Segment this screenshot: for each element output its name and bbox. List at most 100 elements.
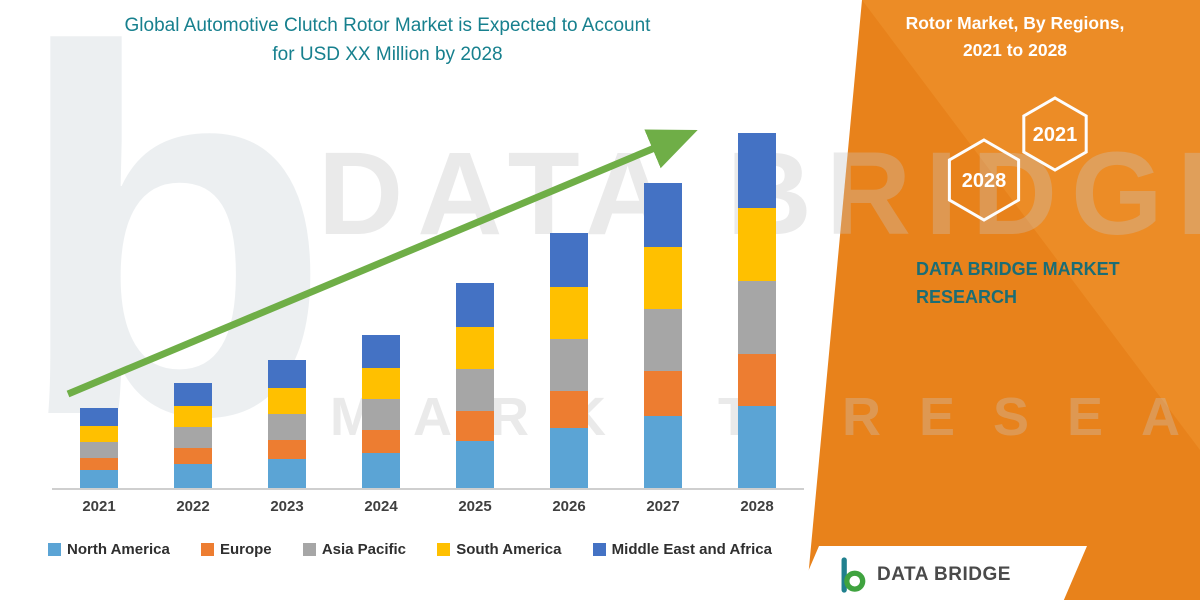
bar-segment [738,281,776,354]
panel-polygon-light [862,0,1200,450]
bar-segment [550,233,588,287]
legend-swatch [200,543,214,556]
legend: North America Europe Asia Pacific South Ame… [48,541,772,558]
x-axis-label: 2021 [82,498,116,515]
bar-segment [738,354,776,406]
bar-segment [456,327,494,369]
legend-item: South America [437,541,562,558]
plot-area [52,122,804,490]
x-axis-labels: 2021 2022 2023 2024 2025 2026 2027 2028 [52,498,804,515]
bar-segment [268,459,306,488]
x-axis-label: 2024 [364,498,398,515]
bar-segment [456,369,494,411]
bar-segment [174,448,212,464]
legend-swatch [592,543,606,556]
page-title-line1: Global Automotive Clutch Rotor Market is… [124,15,651,36]
bar-segment [268,414,306,440]
hexagon-label-2021: 2021 [1033,124,1078,146]
bar-segment [268,360,306,388]
bar-column [710,133,804,488]
bar-column [522,233,616,488]
hexagon-outline-icon [1022,96,1088,172]
bar-column [334,335,428,488]
bar-segment [644,309,682,371]
bar-segment [362,453,400,488]
page-title-line2: for USD XX Million by 2028 [272,43,503,65]
bar-segment [174,383,212,406]
bar-stack [456,283,494,488]
page-title: Global Automotive Clutch Rotor Market is… [30,12,745,69]
bar-stack [550,233,588,488]
footer-logo: DATA BRIDGE [838,556,1011,594]
legend-item: Middle East and Africa [592,541,772,558]
legend-item: North America [48,541,170,558]
bar-segment [550,287,588,339]
bar-segment [456,283,494,327]
bar-segment [550,391,588,428]
bar-segment [174,427,212,448]
panel-heading-line2: 2021 to 2028 [962,40,1068,61]
bar-segment [738,406,776,488]
bar-segment [80,442,118,458]
bar-stack [174,383,212,488]
x-axis-label: 2023 [270,498,304,515]
bar-segment [738,133,776,208]
bar-stack [644,183,682,488]
legend-label: Middle East and Africa [611,541,772,558]
bar-segment [362,430,400,453]
bar-stack [362,335,400,488]
bar-segment [174,406,212,427]
bar-segment [644,247,682,309]
legend-item: Asia Pacific [302,541,407,558]
bar-stack [738,133,776,488]
bar-segment [80,408,118,426]
bar-segment [550,339,588,391]
bar-segment [362,368,400,399]
bar-segment [456,411,494,441]
bar-column [616,183,710,488]
bar-segment [80,470,118,488]
hexagon-2021: 2021 [1022,96,1088,172]
hexagon-label-2028: 2028 [962,170,1007,192]
bar-segment [644,183,682,247]
legend-label: North America [67,541,170,558]
bar-segment [174,464,212,488]
legend-label: Asia Pacific [321,541,407,558]
x-axis-label: 2028 [740,498,774,515]
bar-segment [268,388,306,414]
bar-segment [80,458,118,470]
bar-column [52,408,146,488]
bar-segment [738,208,776,281]
bar-segment [268,440,306,459]
bar-stack [80,408,118,488]
bar-segment [80,426,118,442]
legend-item: Europe [200,541,272,558]
footer-brand-text: DATA BRIDGE [877,564,1011,585]
legend-swatch [48,543,61,556]
panel-heading-line1: Rotor Market, By Regions, [905,13,1125,33]
x-axis-label: 2022 [176,498,210,515]
bar-column [146,383,240,488]
x-axis-label: 2027 [646,498,680,515]
panel-brand-line1: DATA BRIDGE MARKET [916,259,1120,279]
bar-segment [362,335,400,368]
bar-segment [456,441,494,488]
x-axis-label: 2026 [552,498,586,515]
data-bridge-logo-icon [841,557,866,593]
year-hexagons: 2028 2021 [947,96,1088,222]
legend-label: South America [456,541,562,558]
bar-segment [550,428,588,488]
panel-heading: Rotor Market, By Regions, 2021 to 2028 [878,10,1152,64]
bar-segment [644,371,682,416]
bar-column [428,283,522,488]
x-axis-label: 2025 [458,498,492,515]
panel-brand-line2: RESEARCH [916,286,1018,307]
bar-segment [644,416,682,488]
legend-swatch [437,543,451,556]
bar-column [240,360,334,488]
legend-swatch [302,543,316,556]
panel-brand-text: DATA BRIDGE MARKET RESEARCH [916,256,1120,312]
bar-stack [268,360,306,488]
